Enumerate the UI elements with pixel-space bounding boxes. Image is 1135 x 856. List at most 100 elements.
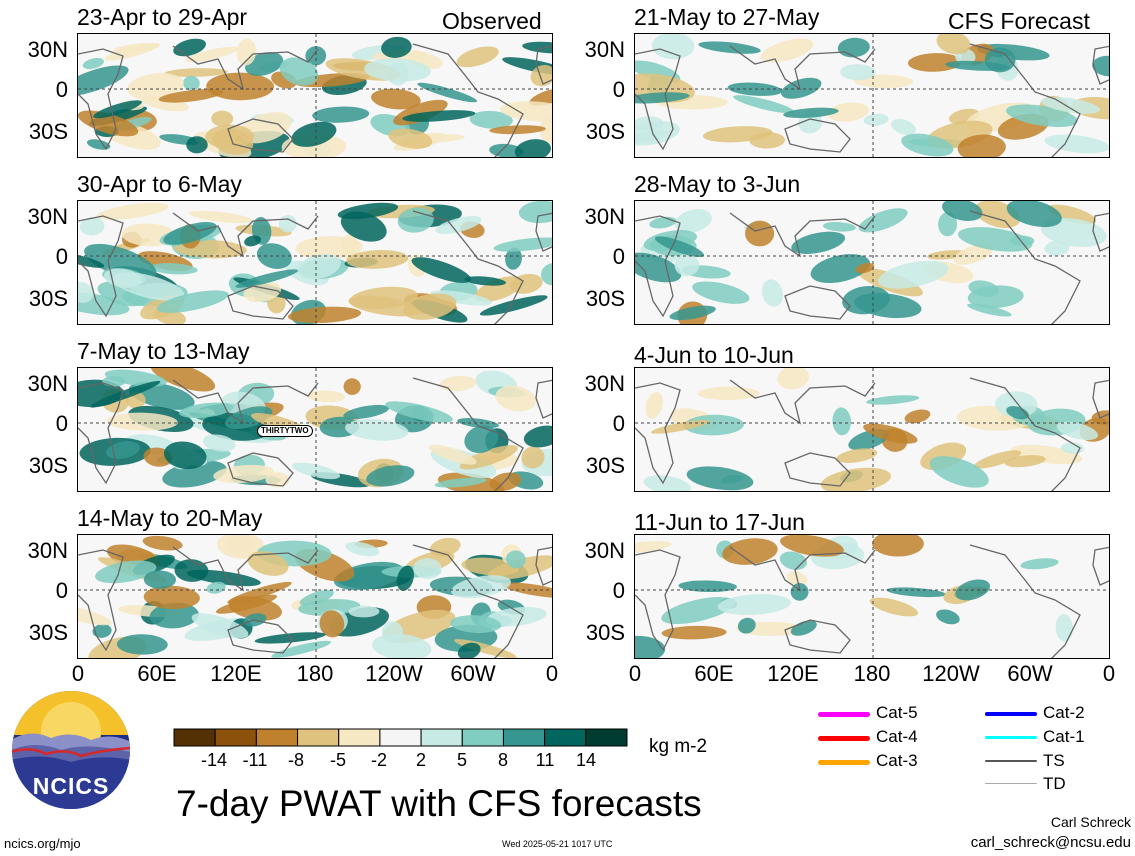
legend-line-cat2 [985,712,1037,716]
anomaly-blob [243,281,282,303]
legend-label-cat3: Cat-3 [876,751,918,770]
coastline [729,546,876,592]
anomaly-blob [90,380,161,408]
lon-label: 0 [1102,661,1116,686]
anomaly-blob [305,46,327,66]
coastline [729,212,876,258]
anomaly-blob [635,130,670,144]
anomaly-blob [967,303,1012,317]
anomaly-blob [820,467,891,491]
legend-label-cat1: Cat-1 [1043,727,1085,746]
anomaly-blob [780,77,822,99]
colorbar-swatch [379,728,422,747]
anomaly-blob [235,269,299,288]
anomaly-blob [973,450,1022,469]
coastline [635,382,681,485]
anomaly-blob [457,418,499,429]
observed-label: Observed [442,8,542,34]
lat-label-30s: 30S [28,119,68,144]
anomaly-blob [149,602,199,629]
lat-label-30s: 30S [28,286,68,311]
coastline [535,212,552,252]
panel-title-left-1: 23-Apr to 29-Apr [77,4,248,30]
map-observed-1 [77,33,553,158]
anomaly-blob [337,202,399,220]
colorbar-label: 14 [575,750,597,770]
anomaly-blob [539,117,552,145]
anomaly-blob [635,541,672,554]
lat-label-0: 0 [55,411,68,436]
lat-label-0: 0 [612,244,625,269]
anomaly-blob [674,209,712,233]
anomaly-blob [1044,240,1070,256]
anomaly-blob [1040,217,1107,247]
anomaly-blob [891,119,916,135]
footer-url[interactable]: ncics.org/mjo [4,836,81,851]
anomaly-blob [428,444,477,465]
anomaly-blob [790,620,817,636]
legend-label-td: TD [1043,774,1066,793]
colorbar-label: -2 [370,750,388,770]
anomaly-blob [686,466,754,491]
anomaly-blob [904,409,931,424]
ncics-logo [11,690,131,810]
map-forecast-1 [634,33,1110,158]
legend-label-cat5: Cat-5 [876,703,918,722]
map-observed-4 [77,534,553,659]
coastline [784,285,851,320]
anomaly-blob [435,216,482,234]
anomaly-blob [244,235,262,247]
anomaly-blob [142,535,183,551]
anomaly-blob [878,260,949,289]
anomaly-blob [82,57,104,70]
anomaly-blob [1092,55,1109,77]
anomaly-blob [836,448,878,463]
map-observed-2 [77,200,553,325]
coastline [227,118,294,153]
anomaly-blob [385,401,453,423]
panel-title-right-1: 21-May to 27-May [634,4,820,30]
coastline [535,45,552,85]
anomaly-blob [783,107,839,119]
anomaly-blob [791,231,846,254]
anomaly-blob [430,290,492,306]
lon-label: 60W [1007,661,1053,686]
anomaly-blob [936,609,960,625]
anomaly-blob [661,597,735,625]
footer-email[interactable]: carl_schreck@ncsu.edu [970,834,1131,851]
anomaly-blob [942,201,983,221]
anomaly-blob [319,610,345,638]
colorbar-label: -5 [329,750,347,770]
anomaly-blob [635,116,664,131]
anomaly-blob [79,217,105,236]
anomaly-blob [692,281,750,304]
anomaly-blob [216,535,265,559]
coastline [78,215,124,318]
coastline [172,45,319,91]
legend-line-cat5 [818,712,870,717]
lat-label-0: 0 [55,77,68,102]
anomaly-blob [822,221,856,232]
colorbar-label: -8 [287,750,305,770]
anomaly-blob [493,237,552,252]
anomaly-blob [1047,204,1096,225]
anomaly-blob [749,132,785,149]
map-field [78,201,552,324]
main-title: 7-day PWAT with CFS forecasts [176,783,702,824]
anomaly-blob [341,234,358,260]
colorbar-label: 11 [535,750,555,770]
anomaly-blob [78,110,139,137]
colorbar-label: -11 [242,750,268,770]
colorbar [173,728,628,747]
anomaly-blob [228,596,282,621]
anomaly-blob [106,412,178,431]
lat-label-30s: 30S [585,620,625,645]
lon-label: 120W [922,661,980,686]
map-field [635,34,1109,157]
anomaly-blob [434,477,487,488]
anomaly-blob [213,464,275,484]
anomaly-blob [761,279,783,307]
anomaly-blob [995,391,1038,418]
anomaly-blob [402,110,476,122]
lat-label-0: 0 [55,244,68,269]
